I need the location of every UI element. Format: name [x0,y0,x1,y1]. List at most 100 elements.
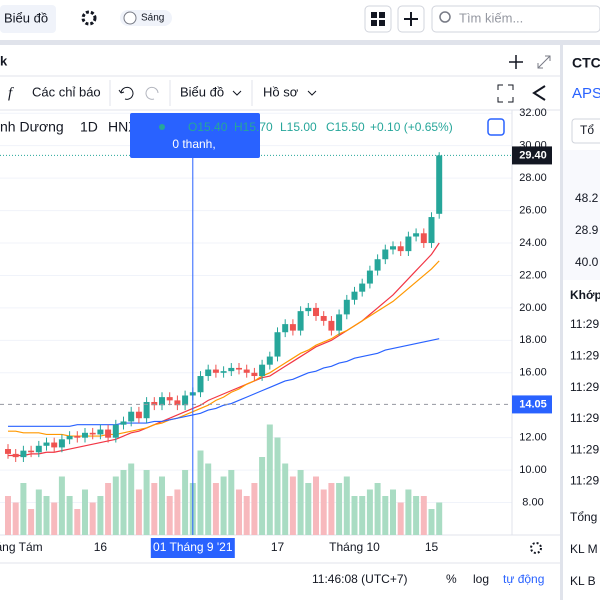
candle-body [289,324,296,331]
candle-body [97,429,104,435]
stat: 40.0 [575,255,599,269]
candle-body [266,356,273,365]
settings-icon[interactable] [81,10,97,26]
candle-body [320,316,327,321]
volume-bar [274,437,281,535]
redo-icon[interactable] [145,86,159,100]
profile-menu[interactable]: Hồ sơ [263,84,299,99]
volume-bar [120,470,127,535]
footer-auto[interactable]: tự động [503,572,544,586]
volume-bar [5,496,11,535]
fullscreen-icon[interactable] [497,84,514,103]
sidebar-button-bg[interactable] [571,118,600,144]
panel-expand[interactable] [537,55,551,69]
legend-open: O15.40 [188,120,228,134]
candle-body [305,307,312,312]
candle-body [174,400,181,406]
candle-body [159,397,165,406]
candle-body [197,376,204,393]
candle-body [205,369,212,377]
candle-body [243,369,250,373]
chart-button-bg[interactable] [0,5,56,33]
y-tick-label: 22.00 [519,269,547,281]
panel-tab[interactable]: k [0,53,8,68]
last-price-bg [512,146,552,165]
volume-bar [89,502,96,535]
axis-settings[interactable] [530,542,542,554]
volume-bar [166,496,173,535]
volume-bar [12,502,19,535]
layout-button[interactable] [364,5,392,33]
candle-body [89,432,96,435]
chart-button[interactable]: Biểu đồ [4,10,48,25]
volume-bar [428,509,435,535]
candle-body [58,439,65,448]
candle-body [128,411,135,422]
volume-bar [243,496,250,535]
y-tick-label: 32.00 [519,107,547,119]
candle-body [143,401,150,419]
crosshair-label-bg [512,395,552,414]
volume-bar [97,496,104,535]
volume-bar [320,489,327,535]
candle-body [43,442,50,446]
chevron [307,90,317,96]
footer-time: 11:46:08 (UTC+7) [312,572,408,586]
volume-bar [382,496,389,535]
last-price-label: 29.40 [519,149,547,161]
y-tick-label: 28.00 [519,172,547,184]
candle-body [236,367,242,370]
volume-bar [58,476,65,535]
footer-percent[interactable]: % [446,572,457,586]
volume-bar [236,489,242,535]
undo-icon[interactable] [118,86,134,100]
legend-high: H15.70 [234,120,273,134]
candle-body [259,364,266,377]
layout-icon [371,12,385,26]
volume-bar [405,489,412,535]
candle-body [336,314,343,331]
y-tick-label: 8.00 [522,496,543,508]
moving-average [8,338,440,427]
candle-body [82,432,88,438]
volume-bar [359,496,366,535]
candle-body [282,324,289,333]
buy-label: KL M [570,542,598,556]
volume-bar [105,483,112,535]
panel-add[interactable] [509,55,523,69]
volume-bar [436,502,443,535]
sidebar-button[interactable]: Tổ [580,123,594,137]
candle-body [212,369,219,373]
volume-bar [20,483,27,535]
sync-icon[interactable] [487,118,505,136]
volume-bar [151,483,158,535]
add-button[interactable] [397,5,425,33]
share-icon[interactable] [532,85,546,101]
volume-bar [143,470,150,535]
volume-bar [343,476,350,535]
theme-label[interactable]: Sáng [141,13,164,24]
search-placeholder[interactable]: Tìm kiếm... [459,10,523,25]
candle-body [374,259,381,271]
indicators-button[interactable]: Các chỉ báo [32,84,101,99]
volume-bar [112,476,119,535]
legend-symbol: nh Dương [0,119,64,135]
search-box[interactable] [431,5,600,33]
volume-bar [328,483,335,535]
volume-bar [266,424,273,535]
candle-body [51,442,58,448]
volume-bar [228,470,235,535]
stats-bg [563,150,600,280]
volume-bar [397,502,404,535]
stat: 28.9 [575,223,599,237]
x-label-highlight [150,538,235,558]
volume-bar [413,496,420,535]
total-label: Tổng [570,510,597,524]
candle-body [228,367,235,372]
x-tick-label: 01 Tháng 9 '21 [153,540,233,554]
volume-bar [390,489,396,535]
volume-bar [128,463,135,535]
candle-body [220,371,227,373]
footer-log[interactable]: log [473,572,489,586]
chart-menu[interactable]: Biểu đồ [180,84,224,99]
